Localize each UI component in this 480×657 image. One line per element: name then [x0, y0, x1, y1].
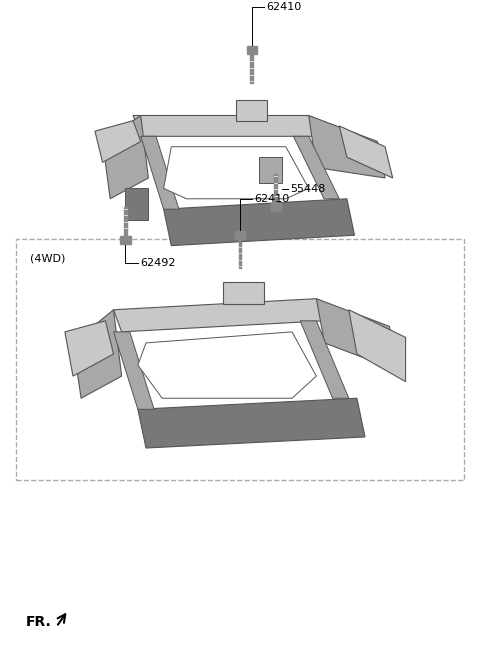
Polygon shape	[138, 332, 316, 398]
Bar	[235, 231, 245, 239]
Text: FR.: FR.	[25, 615, 51, 629]
Polygon shape	[138, 398, 365, 448]
Bar	[124, 206, 127, 236]
Polygon shape	[236, 100, 267, 121]
Polygon shape	[141, 136, 179, 209]
Polygon shape	[114, 332, 154, 409]
Text: 62410: 62410	[266, 2, 301, 12]
Polygon shape	[300, 321, 349, 398]
Polygon shape	[316, 299, 397, 371]
Bar	[247, 46, 257, 54]
Polygon shape	[293, 136, 339, 199]
Polygon shape	[114, 299, 324, 332]
Bar	[271, 204, 281, 211]
Polygon shape	[223, 282, 264, 304]
Polygon shape	[259, 157, 282, 183]
Polygon shape	[164, 199, 355, 246]
Polygon shape	[164, 147, 309, 199]
Polygon shape	[125, 189, 148, 219]
Polygon shape	[65, 321, 114, 376]
Polygon shape	[133, 116, 316, 136]
Bar	[16, 239, 464, 480]
Bar	[275, 174, 277, 204]
Bar	[120, 236, 131, 244]
Polygon shape	[339, 126, 393, 178]
Text: 62410: 62410	[254, 194, 289, 204]
Polygon shape	[103, 116, 148, 199]
Text: 62492: 62492	[140, 258, 175, 268]
Polygon shape	[309, 116, 385, 178]
Polygon shape	[95, 121, 141, 162]
Bar	[251, 54, 253, 83]
Text: (4WD): (4WD)	[30, 254, 65, 263]
Polygon shape	[349, 309, 406, 382]
Bar	[239, 239, 241, 269]
Polygon shape	[73, 309, 121, 398]
Text: 55448: 55448	[290, 184, 325, 194]
